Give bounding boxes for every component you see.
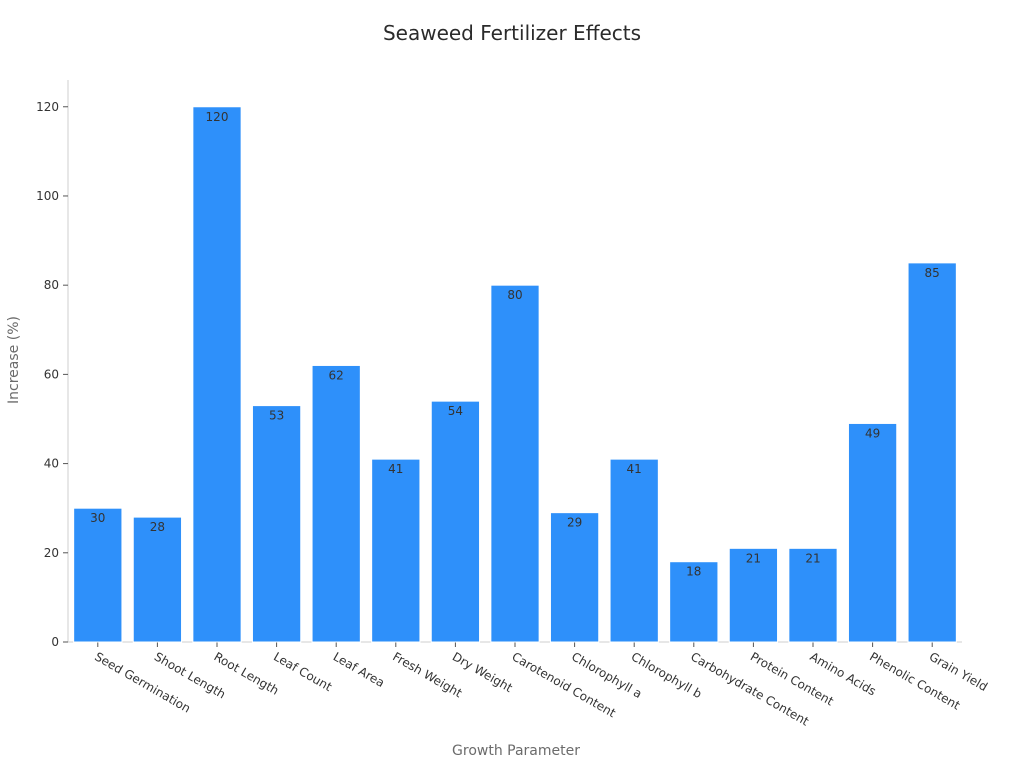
- bar: [549, 512, 600, 643]
- bar-value-label: 85: [925, 266, 940, 280]
- bar-value-label: 41: [627, 462, 642, 476]
- bar: [609, 458, 659, 643]
- y-tick-label: 0: [51, 635, 59, 649]
- bar: [371, 458, 421, 643]
- y-tick-label: 100: [36, 189, 59, 203]
- y-tick-label: 120: [36, 100, 59, 114]
- x-tick-label: Carotenoid Content: [510, 649, 619, 720]
- bar: [788, 547, 838, 643]
- bar-value-label: 53: [269, 409, 284, 423]
- bar-value-label: 29: [567, 516, 582, 530]
- bar: [73, 507, 123, 643]
- bar: [192, 106, 242, 643]
- bar: [490, 284, 540, 643]
- bar-value-label: 49: [865, 426, 880, 440]
- bar-value-label: 54: [448, 404, 463, 418]
- bar: [430, 400, 481, 643]
- bar: [132, 516, 183, 643]
- bar: [251, 405, 302, 643]
- bar: [728, 547, 779, 643]
- y-tick-label: 60: [44, 367, 59, 381]
- chart-title: Seaweed Fertilizer Effects: [383, 21, 641, 45]
- bar-value-label: 62: [329, 368, 344, 382]
- y-tick-label: 40: [44, 457, 59, 471]
- bars-group: [73, 106, 957, 643]
- bar: [907, 262, 957, 643]
- bar-value-label: 30: [90, 511, 105, 525]
- y-tick-label: 20: [44, 546, 59, 560]
- bar-value-label: 18: [686, 565, 701, 579]
- x-tick-label: Leaf Count: [271, 649, 334, 694]
- bar-value-label: 80: [507, 288, 522, 302]
- bar: [847, 422, 898, 643]
- x-axis-title: Growth Parameter: [452, 743, 580, 759]
- bar-value-label: 120: [206, 110, 229, 124]
- bar-labels-group: 30 28 120 53 62 41 54 80 29 41 18 21 21 49 85: [90, 110, 940, 579]
- bar: [311, 364, 361, 643]
- y-axis-title: Increase (%): [6, 316, 22, 404]
- y-tick-label: 80: [44, 278, 59, 292]
- bar-value-label: 21: [746, 551, 761, 565]
- bar-value-label: 28: [150, 520, 165, 534]
- bar-value-label: 21: [805, 551, 820, 565]
- bar-value-label: 41: [388, 462, 403, 476]
- x-tick-label: Leaf Area: [331, 649, 387, 690]
- y-axis: 0 20 40 60 80 100 120: [36, 80, 69, 649]
- bar: [669, 561, 719, 643]
